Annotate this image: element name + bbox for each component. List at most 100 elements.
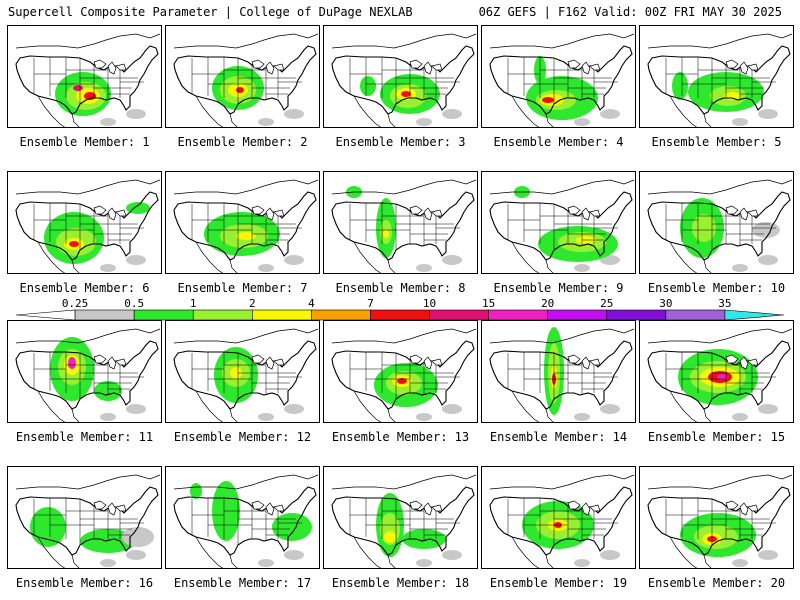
great-lake xyxy=(739,502,749,516)
member-caption: Ensemble Member: 9 xyxy=(493,281,624,295)
great-lake xyxy=(567,59,581,69)
ensemble-member-map xyxy=(7,25,162,128)
member-caption: Ensemble Member: 12 xyxy=(173,430,312,444)
great-lake xyxy=(431,209,443,217)
field-shade xyxy=(126,109,146,119)
great-lake xyxy=(273,358,285,366)
scp-shade xyxy=(752,222,780,238)
great-lake xyxy=(251,59,265,69)
country-border xyxy=(173,340,317,410)
canada-border xyxy=(647,179,793,195)
scp-shade xyxy=(30,507,66,547)
great-lake xyxy=(567,205,581,215)
map-canvas xyxy=(173,179,319,273)
great-lake xyxy=(409,354,423,364)
great-lake xyxy=(265,356,275,370)
canada-border xyxy=(331,179,477,195)
color-scale-swatch xyxy=(606,309,667,321)
country-border xyxy=(173,191,317,261)
field-shade xyxy=(100,413,116,421)
country-border xyxy=(15,340,159,410)
great-lake xyxy=(251,354,265,364)
member-caption: Ensemble Member: 8 xyxy=(335,281,466,295)
country-border xyxy=(15,45,159,115)
ensemble-member-map xyxy=(639,320,794,423)
country-border xyxy=(331,45,475,115)
canada-border xyxy=(489,328,635,344)
mexico-coast xyxy=(37,95,80,127)
scp-shade xyxy=(397,378,407,384)
ensemble-member-map xyxy=(639,466,794,569)
scp-shade xyxy=(360,76,376,96)
great-lake xyxy=(581,356,591,370)
canada-border xyxy=(489,474,635,490)
color-scale-swatch xyxy=(429,309,489,321)
great-lake xyxy=(589,358,601,366)
great-lake xyxy=(747,63,759,71)
color-scale-swatch xyxy=(370,309,430,321)
great-lake xyxy=(409,205,423,215)
great-lake xyxy=(93,500,107,510)
mexico-coast xyxy=(669,390,712,422)
field-shade xyxy=(758,109,778,119)
great-lake xyxy=(93,354,107,364)
field-shade xyxy=(284,255,304,265)
great-lake xyxy=(747,504,759,512)
scp-shade xyxy=(73,85,83,91)
great-lake xyxy=(115,504,127,512)
great-lake xyxy=(431,504,443,512)
mexico-coast xyxy=(353,241,396,273)
map-canvas xyxy=(647,179,793,273)
color-scale-tick-label: 7 xyxy=(367,297,374,310)
member-caption: Ensemble Member: 3 xyxy=(335,135,466,149)
field-shade xyxy=(574,118,590,126)
great-lake xyxy=(725,500,739,510)
great-lake xyxy=(431,358,443,366)
map-canvas xyxy=(15,179,161,273)
field-shade xyxy=(732,413,748,421)
color-scale-tick-label: 25 xyxy=(600,297,614,310)
field-shade xyxy=(126,255,146,265)
great-lake xyxy=(431,63,443,71)
field-shade xyxy=(600,255,620,265)
mexico-coast xyxy=(195,95,238,127)
mexico-coast xyxy=(37,241,80,273)
country-border xyxy=(489,191,633,261)
country-border xyxy=(489,340,633,410)
field-shade xyxy=(126,550,146,560)
scp-shade xyxy=(236,87,244,93)
member-caption: Ensemble Member: 5 xyxy=(651,135,782,149)
scp-shade xyxy=(190,483,202,499)
canada-border xyxy=(15,179,161,195)
country-border xyxy=(15,191,159,261)
color-scale-swatch xyxy=(74,309,135,321)
scp-shade xyxy=(236,232,256,240)
field-shade xyxy=(284,109,304,119)
field-shade xyxy=(600,550,620,560)
field-shade xyxy=(574,413,590,421)
map-canvas xyxy=(647,474,793,568)
canada-border xyxy=(331,328,477,344)
great-lake xyxy=(423,502,433,516)
member-caption: Ensemble Member: 14 xyxy=(489,430,628,444)
scp-shade xyxy=(717,374,727,380)
mexico-coast xyxy=(195,536,238,568)
color-scale-tick-label: 15 xyxy=(481,297,496,310)
field-shade xyxy=(416,118,432,126)
ensemble-member-map xyxy=(7,466,162,569)
great-lake xyxy=(107,356,117,370)
ensemble-member-map xyxy=(323,466,478,569)
map-canvas xyxy=(15,328,161,422)
mexico-coast xyxy=(511,536,554,568)
country-border xyxy=(647,191,791,261)
color-scale-tick-label: 20 xyxy=(541,297,555,310)
mexico-coast xyxy=(669,241,712,273)
field-shade xyxy=(442,550,462,560)
great-lake xyxy=(739,356,749,370)
country-border xyxy=(331,340,475,410)
field-shade xyxy=(442,255,462,265)
color-scale-swatch xyxy=(724,309,785,321)
country-border xyxy=(173,486,317,556)
ensemble-member-map xyxy=(481,171,636,274)
color-scale-swatch xyxy=(15,309,76,321)
